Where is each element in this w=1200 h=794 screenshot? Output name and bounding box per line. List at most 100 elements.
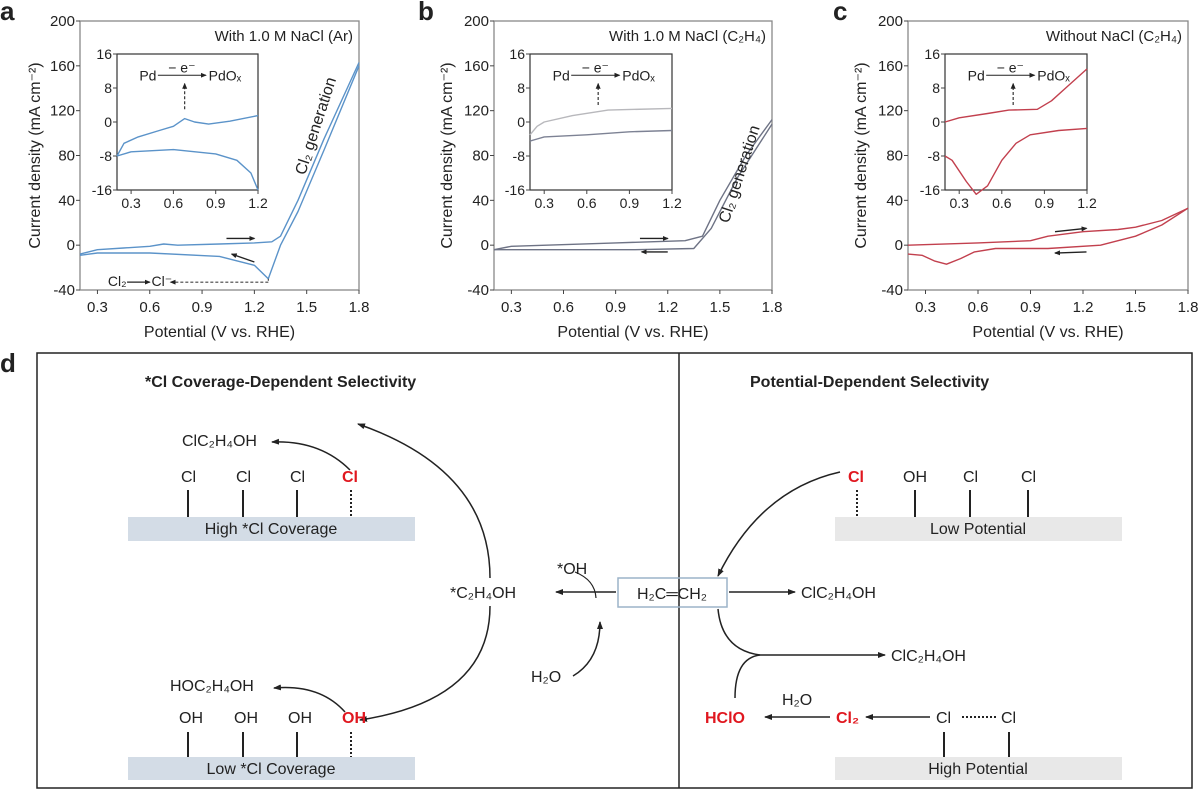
surface-low-cl xyxy=(128,757,415,780)
low-potential-adsorbates: Cl OH Cl Cl xyxy=(848,469,1036,517)
panel-label-a: a xyxy=(0,0,15,26)
y-axis-label: Current density (mA cm⁻²) xyxy=(853,62,870,248)
adsorbate-cl: Cl xyxy=(1001,710,1016,727)
chart-title: Without NaCl (C₂H₄) xyxy=(1046,28,1182,45)
x-tick-label: 0.9 xyxy=(1035,195,1055,211)
adsorbate-oh: OH xyxy=(288,710,312,727)
series-line-2 xyxy=(529,129,673,142)
adsorbate-oh: OH xyxy=(234,710,258,727)
x-tick-label: 0.9 xyxy=(206,195,226,211)
inset-plot: 0.3 0.6 0.9 1.2 -16 -8 0 8 16 xyxy=(92,46,268,211)
adsorbate-cl: Cl xyxy=(181,469,196,486)
x-axis-label: Potential (V vs. RHE) xyxy=(972,324,1123,341)
reaction-electron: − e⁻ xyxy=(997,59,1024,75)
arrow-cl-attack xyxy=(717,471,841,577)
x-axis-label: Potential (V vs. RHE) xyxy=(144,324,295,341)
chart-title: With 1.0 M NaCl (Ar) xyxy=(215,28,353,45)
x-tick-label: 1.2 xyxy=(248,195,268,211)
reaction-pdox: PdOₓ xyxy=(1037,67,1070,83)
left-heading: *Cl Coverage-Dependent Selectivity xyxy=(145,374,416,391)
y-tick-label: 0 xyxy=(481,237,489,254)
y-tick-label: 40 xyxy=(886,192,903,209)
y-tick-label: 120 xyxy=(464,103,489,120)
cl-minus-label: Cl⁻ xyxy=(151,273,172,289)
plot-frame xyxy=(116,53,259,191)
y-tick-label: -40 xyxy=(881,282,903,299)
right-product-1: ClC₂H₄OH xyxy=(801,585,876,602)
x-tick-label: 0.6 xyxy=(968,299,989,316)
water-label: H₂O xyxy=(531,669,561,686)
y-tick-label: 0 xyxy=(932,114,940,130)
series-line-1 xyxy=(493,119,773,251)
x-tick-label: 1.2 xyxy=(244,299,265,316)
surface-label: Low *Cl Coverage xyxy=(207,761,336,778)
surface-label: High *Cl Coverage xyxy=(205,521,338,538)
adsorbate-cl-highlight: Cl xyxy=(342,469,358,486)
x-tick-label: 1.8 xyxy=(1178,299,1199,316)
adsorbate-cl: Cl xyxy=(963,469,978,486)
y-tick-label: 0 xyxy=(67,237,75,254)
right-heading: Potential-Dependent Selectivity xyxy=(750,374,989,391)
product-clc2h4oh-left: ClC₂H₄OH xyxy=(182,433,257,450)
y-axis-label: Current density (mA cm⁻²) xyxy=(439,62,456,248)
series-line-1 xyxy=(907,207,1189,246)
y-tick-label: 0 xyxy=(104,114,112,130)
reaction-electron: − e⁻ xyxy=(582,59,609,75)
y-tick-label: 200 xyxy=(464,13,489,30)
y-tick-label: 200 xyxy=(50,13,75,30)
chart-title: With 1.0 M NaCl (C₂H₄) xyxy=(609,28,766,45)
x-tick-label: 1.2 xyxy=(1077,195,1097,211)
panel-label-c: c xyxy=(833,0,847,26)
scheme-frame xyxy=(36,352,1193,789)
surface-low-potential xyxy=(835,517,1122,541)
y-tick-label: 8 xyxy=(517,80,525,96)
y-tick-label: 160 xyxy=(50,58,75,75)
adsorbate-cl: Cl xyxy=(236,469,251,486)
scheme-panel-d: d *Cl Coverage-Dependent Selectivity Pot… xyxy=(0,348,1193,789)
x-tick-label: 1.5 xyxy=(1125,299,1146,316)
reaction-pdox: PdOₓ xyxy=(622,67,655,83)
plot-frame xyxy=(944,53,1088,191)
forward-scan-arrow xyxy=(1054,226,1088,233)
x-tick-label: 0.6 xyxy=(164,195,184,211)
y-tick-label: 160 xyxy=(464,58,489,75)
x-tick-label: 1.2 xyxy=(657,299,678,316)
x-tick-label: 1.5 xyxy=(296,299,317,316)
series-line-2 xyxy=(907,207,1189,265)
y-tick-label: 40 xyxy=(58,192,75,209)
x-tick-label: 0.3 xyxy=(87,299,108,316)
x-tick-label: 1.2 xyxy=(662,195,682,211)
right-product-2: ClC₂H₄OH xyxy=(891,648,966,665)
ethylene-box xyxy=(617,577,728,608)
inset-plot: 0.3 0.6 0.9 1.2 -16 -8 0 8 16 xyxy=(920,46,1097,211)
y-tick-label: 16 xyxy=(96,46,112,62)
surface-label: High Potential xyxy=(928,761,1028,778)
x-tick-label: 0.3 xyxy=(915,299,936,316)
y-tick-label: -16 xyxy=(92,182,112,198)
surface-high-cl xyxy=(128,517,415,541)
x-tick-label: 0.9 xyxy=(620,195,640,211)
x-tick-label: 0.3 xyxy=(121,195,141,211)
reaction-pd: Pd xyxy=(139,67,156,83)
y-tick-label: -40 xyxy=(53,282,75,299)
intermediate-c2h4oh: *C₂H₄OH xyxy=(450,585,516,602)
x-tick-label: 1.8 xyxy=(349,299,370,316)
y-tick-label: -40 xyxy=(467,282,489,299)
reaction-electron: − e⁻ xyxy=(168,59,195,75)
panel-label-b: b xyxy=(418,0,434,26)
water-label-right: H₂O xyxy=(782,692,812,709)
reverse-scan-arrow xyxy=(230,253,255,263)
y-axis-label: Current density (mA cm⁻²) xyxy=(27,62,44,248)
cv-charts: a0.3 0.6 0.9 1.2 1.5 1.8-4004080120160200With… xyxy=(0,0,1198,341)
low-cl-adsorbates: OH OH OH OH xyxy=(179,710,366,758)
adsorbate-oh: OH xyxy=(903,469,927,486)
y-tick-label: 200 xyxy=(878,13,903,30)
x-tick-label: 0.6 xyxy=(553,299,574,316)
y-tick-label: 120 xyxy=(878,103,903,120)
reaction-pd: Pd xyxy=(553,67,570,83)
series-line-2 xyxy=(944,127,1088,196)
y-tick-label: 0 xyxy=(895,237,903,254)
y-tick-label: 0 xyxy=(517,114,525,130)
adsorbate-cl: Cl xyxy=(936,710,951,727)
x-tick-label: 0.9 xyxy=(192,299,213,316)
